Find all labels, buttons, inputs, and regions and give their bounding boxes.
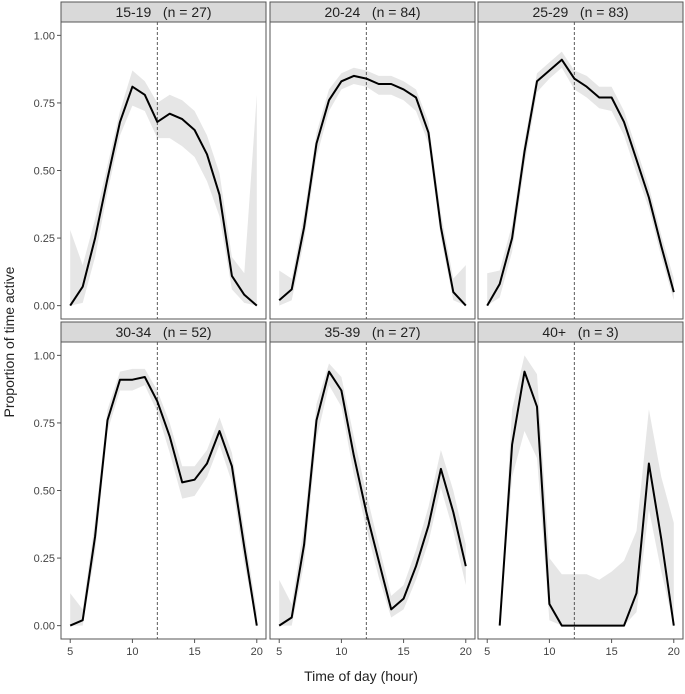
panel-background xyxy=(478,22,683,319)
x-tick-label: 5 xyxy=(484,646,490,658)
panel-title: 25-29 (n = 83) xyxy=(532,4,628,20)
panels-layer: 15-19 (n = 27) 20-24 (n = 84) 25-29 (n = 8… xyxy=(57,1,684,643)
confidence-ribbon xyxy=(279,363,466,626)
panel-title: 40+ (n = 3) xyxy=(542,324,618,340)
x-tick-label: 10 xyxy=(126,646,138,658)
panel-border xyxy=(269,21,476,320)
x-tick-label: 5 xyxy=(276,646,282,658)
y-tick-label: 1.00 xyxy=(34,350,55,362)
panel-background xyxy=(61,342,266,639)
y-tick-label: 0.25 xyxy=(34,553,55,565)
panel-title: 30-34 (n = 52) xyxy=(115,324,211,340)
panel-background xyxy=(270,342,475,639)
panel: 30-34 (n = 52) xyxy=(57,321,267,643)
activity-line xyxy=(69,376,258,627)
confidence-ribbon xyxy=(499,355,674,626)
panel: 35-39 (n = 27) xyxy=(269,321,476,643)
panel-title: 20-24 (n = 84) xyxy=(324,4,420,20)
y-tick-labels: 0.00 0.25 0.50 0.75 1.00 0.00 0.25 0.50 0.75 1.00 xyxy=(34,30,55,632)
x-tick-label: 20 xyxy=(251,646,263,658)
x-tick-label: 15 xyxy=(605,646,617,658)
x-tick-label: 5 xyxy=(67,646,73,658)
confidence-ribbon xyxy=(70,70,257,306)
panel: 25-29 (n = 83) xyxy=(477,1,684,320)
x-tick-label: 20 xyxy=(668,646,680,658)
y-tick-label: 1.00 xyxy=(34,30,55,42)
x-tick-label: 15 xyxy=(188,646,200,658)
y-tick-label: 0.00 xyxy=(34,621,55,633)
y-tick-label: 0.50 xyxy=(34,486,55,498)
activity-line xyxy=(69,85,258,307)
panel-border xyxy=(477,21,684,320)
y-axis-label: Proportion of time active xyxy=(1,266,17,417)
activity-line xyxy=(278,370,467,627)
activity-line xyxy=(486,58,675,307)
panel: 20-24 (n = 84) xyxy=(269,1,476,320)
panel-background xyxy=(270,22,475,319)
panel: 40+ (n = 3) xyxy=(477,321,684,643)
panel-border xyxy=(269,341,476,640)
x-tick-label: 15 xyxy=(397,646,409,658)
activity-line xyxy=(278,74,467,307)
x-tick-label: 20 xyxy=(460,646,472,658)
y-tick-label: 0.75 xyxy=(34,98,55,110)
y-tick-label: 0.00 xyxy=(34,301,55,313)
panel-title: 15-19 (n = 27) xyxy=(115,4,211,20)
activity-line xyxy=(498,370,675,627)
panel-border xyxy=(477,341,684,640)
x-tick-labels: 5 10 15 20 5 10 15 20 5 10 15 20 xyxy=(67,646,680,658)
panel: 15-19 (n = 27) xyxy=(57,1,267,320)
x-axis-label: Time of day (hour) xyxy=(304,668,418,684)
y-tick-label: 0.75 xyxy=(34,418,55,430)
x-tick-label: 10 xyxy=(543,646,555,658)
x-tick-label: 10 xyxy=(335,646,347,658)
y-tick-label: 0.25 xyxy=(34,233,55,245)
panel-title: 35-39 (n = 27) xyxy=(324,324,420,340)
y-tick-label: 0.50 xyxy=(34,166,55,178)
